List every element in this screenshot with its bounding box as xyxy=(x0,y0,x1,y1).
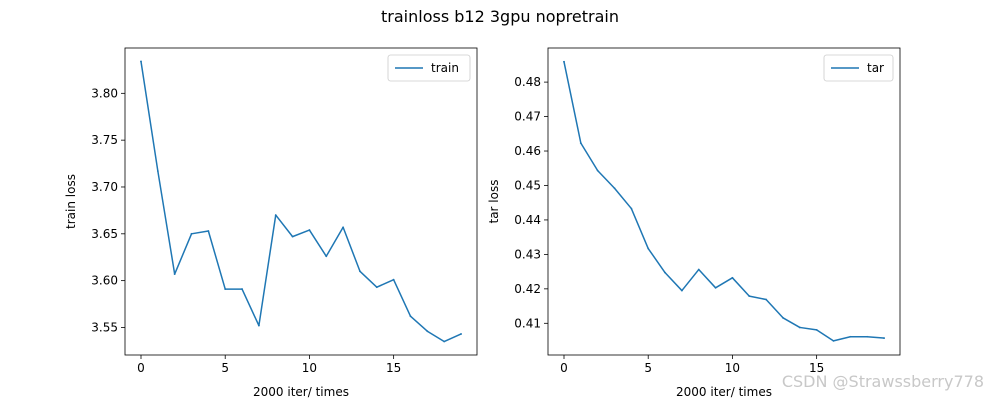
data-point xyxy=(714,286,717,289)
data-point xyxy=(342,226,345,229)
data-point xyxy=(748,295,751,297)
data-point xyxy=(325,255,328,258)
subplot-2: 0 5 10 15 0.41 0.42 0.43 0.44 0.45 0.46 0.47 0.48 20… xyxy=(487,47,901,399)
data-point xyxy=(241,288,243,290)
data-point xyxy=(697,268,700,271)
y-tick-label: 0.41 xyxy=(514,316,541,330)
y-tick-label: 0.47 xyxy=(514,110,541,124)
data-point xyxy=(596,169,599,172)
data-point xyxy=(815,328,818,331)
data-point xyxy=(257,324,260,327)
data-point xyxy=(207,230,210,232)
axes-frame xyxy=(124,47,478,356)
data-point xyxy=(426,330,429,333)
y-tick-label: 0.43 xyxy=(514,247,541,261)
data-point xyxy=(308,229,311,231)
data-point xyxy=(680,289,683,292)
data-point xyxy=(563,60,565,63)
data-point xyxy=(630,207,633,210)
data-point xyxy=(765,298,768,301)
data-point xyxy=(613,187,616,190)
subplot-1: 0 5 10 15 3.55 3.60 3.65 3.70 3.75 3.80 2000 iter/… xyxy=(64,47,478,399)
data-point xyxy=(866,335,869,338)
data-point xyxy=(224,288,227,290)
y-tick-label: 0.44 xyxy=(514,213,541,227)
data-point xyxy=(375,286,378,289)
legend-label: train xyxy=(431,61,459,75)
data-point xyxy=(731,276,734,279)
x-tick-label: 10 xyxy=(302,361,317,375)
watermark: CSDN @Strawssberry778 xyxy=(782,372,984,391)
data-point xyxy=(883,337,885,340)
data-point xyxy=(579,142,582,145)
y-tick-label: 3.70 xyxy=(91,180,118,194)
legend-label: tar xyxy=(867,61,884,75)
legend: tar xyxy=(823,54,894,82)
data-point xyxy=(274,214,277,216)
x-tick-label: 5 xyxy=(221,361,229,375)
x-tick-label: 15 xyxy=(809,361,824,375)
y-tick-label: 0.48 xyxy=(514,75,541,89)
data-point xyxy=(782,316,784,319)
data-point xyxy=(359,270,361,273)
axes-frame xyxy=(547,47,901,356)
y-tick-label: 0.45 xyxy=(514,178,541,192)
subplots: 0 5 10 15 3.55 3.60 3.65 3.70 3.75 3.80 2000 iter/… xyxy=(64,47,901,399)
x-axis-label: 2000 iter/ times xyxy=(676,385,772,399)
legend-box xyxy=(387,54,471,82)
x-tick-label: 5 xyxy=(644,361,652,375)
y-axis-label: tar loss xyxy=(487,180,501,224)
figure-title: trainloss b12 3gpu nopretrain xyxy=(381,7,619,26)
data-point xyxy=(849,335,852,338)
x-tick-label: 0 xyxy=(560,361,568,375)
data-point xyxy=(443,340,446,343)
x-tick-label: 15 xyxy=(386,361,401,375)
y-tick-label: 3.55 xyxy=(91,320,118,334)
x-axis-label: 2000 iter/ times xyxy=(253,385,349,399)
data-point xyxy=(664,271,666,274)
data-point xyxy=(291,235,294,238)
y-tick-label: 3.75 xyxy=(91,133,118,147)
series-line-train xyxy=(140,60,462,343)
data-point xyxy=(460,333,462,335)
x-tick-label: 10 xyxy=(725,361,740,375)
y-tick-label: 3.80 xyxy=(91,86,118,100)
data-point xyxy=(647,247,650,250)
x-tick-label: 0 xyxy=(137,361,145,375)
y-tick-label: 0.46 xyxy=(514,144,541,158)
y-tick-label: 3.60 xyxy=(91,274,118,288)
data-point xyxy=(832,339,835,342)
data-point xyxy=(173,273,176,275)
data-point xyxy=(140,60,142,63)
y-tick-label: 3.65 xyxy=(91,227,118,241)
data-point xyxy=(392,278,395,281)
series-line-tar xyxy=(563,60,885,342)
data-point xyxy=(798,326,801,329)
y-tick-label: 0.42 xyxy=(514,282,541,296)
data-point xyxy=(190,232,193,235)
legend: train xyxy=(387,54,471,82)
data-point xyxy=(156,170,159,172)
y-axis-label: train loss xyxy=(64,174,78,229)
data-point xyxy=(409,315,412,318)
